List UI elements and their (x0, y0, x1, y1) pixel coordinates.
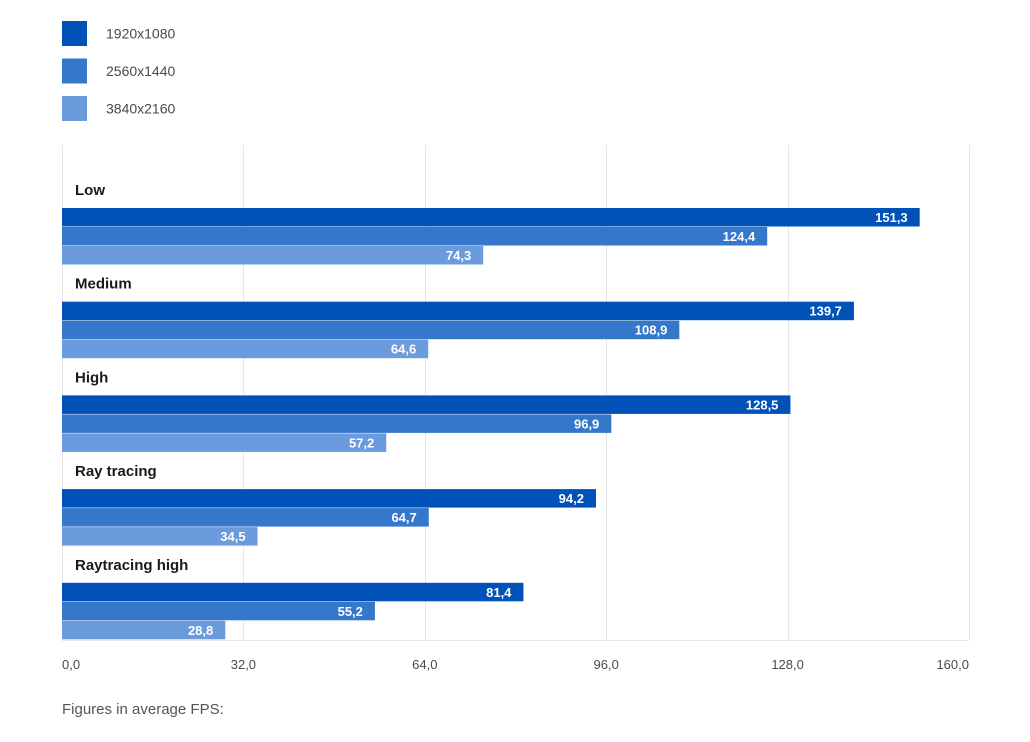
bar-value-label: 108,9 (635, 323, 668, 338)
x-tick-label: 128,0 (771, 657, 804, 672)
bar (62, 301, 854, 321)
bar-value-label: 139,7 (809, 304, 842, 319)
legend-label: 3840x2160 (106, 101, 176, 117)
category-label: Medium (75, 276, 132, 293)
bar-value-label: 64,6 (391, 342, 416, 357)
bar-value-label: 34,5 (220, 529, 245, 544)
bar (62, 620, 226, 640)
legend-swatch (62, 58, 87, 84)
bar (62, 433, 387, 452)
legend-swatch (62, 21, 87, 46)
x-tick-label: 32,0 (231, 657, 256, 672)
bar-group: Low 151,3 124,4 74,3 (62, 182, 920, 265)
x-tick-label: 64,0 (412, 657, 437, 672)
bar-group: Raytracing high 81,4 55,2 28,8 (62, 557, 524, 640)
bar-value-label: 128,5 (746, 397, 779, 412)
bar-value-label: 64,7 (391, 510, 416, 525)
bar-groups: Low 151,3 124,4 74,3 Medium 139,7 108,9 64,6 Hig… (62, 182, 920, 640)
bar (62, 489, 596, 508)
bar (62, 246, 484, 265)
x-tick-label: 160,0 (936, 657, 969, 672)
bar-group: High 128,5 96,9 57,2 (62, 369, 791, 452)
legend-label: 1920x1080 (106, 26, 176, 42)
legend-label: 2560x1440 (106, 63, 176, 79)
bar-value-label: 151,3 (875, 210, 908, 225)
bar-value-label: 94,2 (559, 491, 584, 506)
category-label: High (75, 369, 108, 386)
bar-value-label: 57,2 (349, 435, 374, 450)
footnote: Figures in average FPS: (62, 701, 224, 718)
legend: 1920x1080 2560x1440 3840x2160 (62, 21, 176, 121)
x-axis: 0,0 32,0 64,0 96,0 128,0 160,0 (62, 657, 969, 672)
bar (62, 508, 429, 527)
bar (62, 601, 375, 621)
bar-group: Medium 139,7 108,9 64,6 (62, 276, 854, 359)
bar (62, 582, 524, 602)
bar (62, 339, 429, 359)
bar-value-label: 124,4 (723, 229, 756, 244)
bar (62, 227, 768, 246)
bar-group: Ray tracing 94,2 64,7 34,5 (62, 463, 596, 546)
bar-value-label: 55,2 (338, 604, 363, 619)
legend-swatch (62, 96, 87, 121)
bar (62, 414, 612, 433)
bar (62, 320, 680, 340)
x-tick-label: 0,0 (62, 657, 80, 672)
category-label: Low (75, 182, 105, 199)
bar-value-label: 28,8 (188, 623, 213, 638)
category-label: Raytracing high (75, 557, 188, 574)
x-tick-label: 96,0 (594, 657, 619, 672)
bar-value-label: 74,3 (446, 248, 471, 263)
bar-value-label: 96,9 (574, 416, 599, 431)
bar-value-label: 81,4 (486, 585, 512, 600)
bar (62, 208, 920, 227)
bar (62, 527, 258, 546)
bar (62, 395, 791, 414)
category-label: Ray tracing (75, 463, 157, 480)
